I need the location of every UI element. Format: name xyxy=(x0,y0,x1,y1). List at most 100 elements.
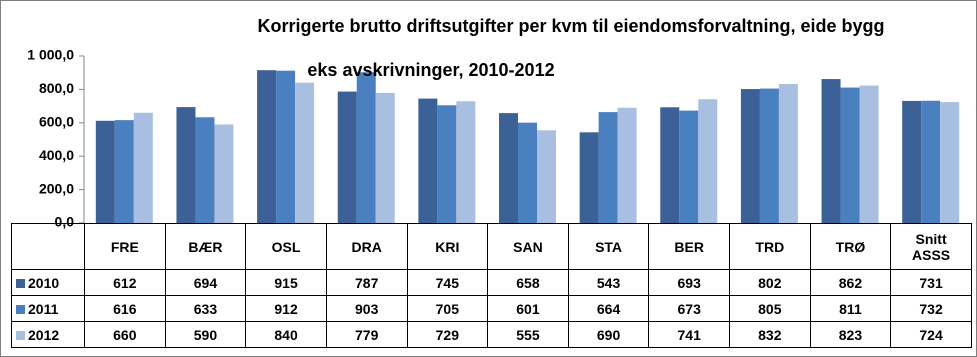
y-tick-label: 200,0 xyxy=(39,180,74,196)
y-tick-label: 1 000,0 xyxy=(27,47,74,63)
corner-cell xyxy=(11,223,85,270)
legend-cell: 2012 xyxy=(11,321,85,348)
x-tick-label: BER xyxy=(674,238,704,255)
value-cell: 840 xyxy=(245,321,327,348)
chart-title: Korrigerte brutto driftsutgifter per kvm… xyxy=(257,16,885,36)
bar xyxy=(337,91,357,223)
bar xyxy=(437,105,457,223)
legend-swatch xyxy=(16,331,25,341)
x-tick-label: TRD xyxy=(755,238,785,255)
y-tick-label: 600,0 xyxy=(39,114,74,130)
value-cell: 912 xyxy=(245,295,327,322)
y-tick-label: 400,0 xyxy=(39,147,74,163)
value-cell: 660 xyxy=(84,321,166,348)
x-tick-label: DRA xyxy=(351,238,382,255)
bar xyxy=(257,70,277,223)
table-row: 2010 612 694 915 787 745 658 543 693 802 862 731 xyxy=(11,269,972,296)
bar xyxy=(740,89,760,223)
table-header-row: FRE BÆR OSL DRA KRI SAN STA BER TRD TRØ Snitt ASSS xyxy=(11,223,972,270)
y-tick-label: 800,0 xyxy=(39,80,74,96)
bar xyxy=(598,112,618,223)
bar xyxy=(176,107,196,223)
chart-subtitle: eks avskrivninger, 2010-2012 xyxy=(307,60,555,80)
category-cell: OSL xyxy=(245,223,327,270)
value-cell: 903 xyxy=(325,295,408,322)
value-cell: 745 xyxy=(406,269,489,296)
category-cell: BÆR xyxy=(164,223,247,270)
legend-cell: 2011 xyxy=(11,295,85,322)
bar xyxy=(295,82,315,223)
category-cell: FRE xyxy=(84,223,166,270)
legend-label: 2012 xyxy=(28,326,60,343)
bar xyxy=(940,102,960,223)
category-cell: SAN xyxy=(487,223,569,270)
bar xyxy=(133,112,153,223)
bar xyxy=(579,132,599,223)
bar xyxy=(456,101,476,223)
x-tick-label: OSL xyxy=(271,238,301,255)
x-tick-label: TRØ xyxy=(835,238,866,255)
value-cell: 690 xyxy=(567,321,650,348)
bar xyxy=(679,110,699,223)
value-cell: 658 xyxy=(487,269,569,296)
bar xyxy=(617,107,637,223)
bar xyxy=(375,92,395,223)
legend-swatch xyxy=(16,305,25,315)
x-tick-label: Snitt ASSS xyxy=(912,230,951,263)
bar xyxy=(499,113,518,223)
bar xyxy=(921,100,941,223)
value-cell: 694 xyxy=(164,269,247,296)
value-cell: 612 xyxy=(84,269,166,296)
value-cell: 732 xyxy=(890,295,972,322)
bar xyxy=(759,88,779,223)
x-tick-label: SAN xyxy=(513,238,543,255)
bar xyxy=(660,107,680,223)
value-cell: 590 xyxy=(164,321,247,348)
bar xyxy=(95,120,115,223)
bar xyxy=(840,87,860,223)
value-cell: 633 xyxy=(164,295,247,322)
value-cell: 802 xyxy=(729,269,811,296)
bar xyxy=(778,84,798,223)
category-cell: TRØ xyxy=(809,223,892,270)
bar xyxy=(902,100,922,223)
legend-swatch xyxy=(16,279,25,289)
table-row: 2012 660 590 840 779 729 555 690 741 832 823 724 xyxy=(11,321,972,348)
x-tick-label: FRE xyxy=(110,238,139,255)
bar xyxy=(195,117,215,223)
value-cell: 729 xyxy=(406,321,489,348)
value-cell: 616 xyxy=(84,295,166,322)
value-cell: 601 xyxy=(487,295,569,322)
x-tick-label: STA xyxy=(595,238,623,255)
value-cell: 779 xyxy=(325,321,408,348)
bar xyxy=(276,70,296,223)
value-cell: 731 xyxy=(890,269,972,296)
value-cell: 664 xyxy=(567,295,650,322)
bar xyxy=(518,122,537,223)
value-cell: 741 xyxy=(648,321,730,348)
value-cell: 787 xyxy=(325,269,408,296)
bar xyxy=(821,79,841,224)
category-cell: TRD xyxy=(729,223,811,270)
legend-label: 2010 xyxy=(28,274,60,291)
data-table: FRE BÆR OSL DRA KRI SAN STA BER TRD TRØ Snitt ASSS… xyxy=(11,223,972,348)
bar xyxy=(356,72,376,223)
bar xyxy=(418,98,438,223)
x-tick-label: KRI xyxy=(435,238,460,255)
value-cell: 915 xyxy=(245,269,327,296)
value-cell: 832 xyxy=(729,321,811,348)
value-cell: 555 xyxy=(487,321,569,348)
value-cell: 811 xyxy=(809,295,892,322)
bar xyxy=(698,99,718,223)
value-cell: 693 xyxy=(648,269,730,296)
category-cell: KRI xyxy=(406,223,489,270)
value-cell: 862 xyxy=(809,269,892,296)
category-cell: Snitt ASSS xyxy=(890,223,972,270)
bar xyxy=(214,124,234,223)
value-cell: 805 xyxy=(729,295,811,322)
value-cell: 724 xyxy=(890,321,972,348)
bar xyxy=(114,120,134,223)
value-cell: 543 xyxy=(567,269,650,296)
